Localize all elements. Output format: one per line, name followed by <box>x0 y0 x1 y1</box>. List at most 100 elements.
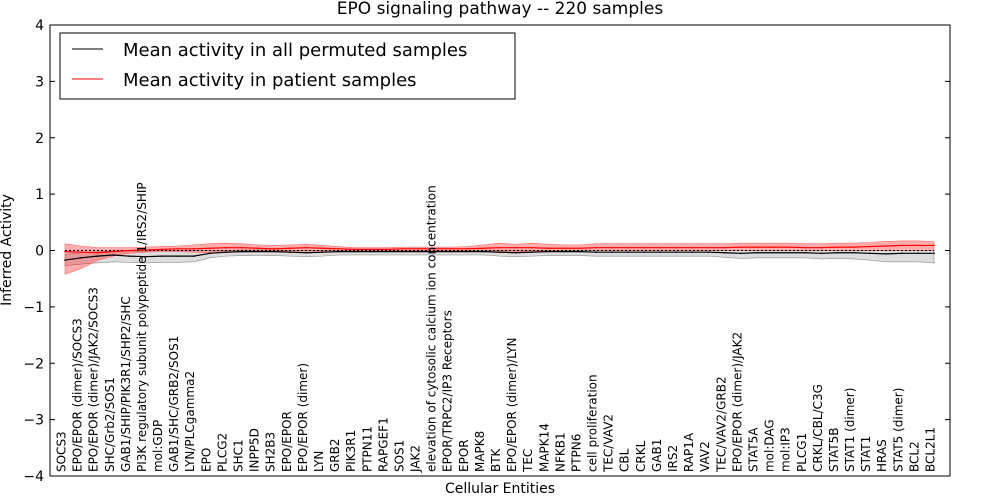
point-patient <box>434 248 436 250</box>
x-tick-label: STAT5A <box>746 427 760 472</box>
point-permuted <box>209 252 211 255</box>
point-patient <box>707 246 710 249</box>
point-permuted <box>852 251 855 254</box>
x-tick-label: PIK3R1 <box>344 430 358 472</box>
x-tick-label: GAB1/SHIP/PIK3R1/SHP2/SHC <box>119 296 133 472</box>
x-tick-label: RAPGEF1 <box>376 417 390 472</box>
point-permuted <box>273 250 276 253</box>
point-patient <box>788 246 790 248</box>
point-patient <box>450 248 453 250</box>
point-patient <box>820 246 823 249</box>
legend: Mean activity in all permuted samples Me… <box>59 32 516 100</box>
x-tick-label: EPO/EPOR (dimer)/LYN <box>505 338 519 472</box>
x-tick-label: MAPK14 <box>537 423 551 472</box>
point-patient <box>611 246 613 249</box>
point-permuted <box>112 254 115 256</box>
point-patient <box>353 248 356 251</box>
x-tick-label: EPO/EPOR (dimer) <box>296 363 310 472</box>
point-permuted <box>884 253 887 255</box>
point-permuted <box>627 251 630 253</box>
point-patient <box>836 246 839 248</box>
x-tick-label: PLCG2 <box>215 433 229 472</box>
x-tick-label: SHC1 <box>232 439 246 472</box>
x-tick-label: mol:DAG <box>763 419 777 472</box>
point-permuted <box>643 251 646 253</box>
point-patient <box>530 246 533 249</box>
x-tick-label: STAT1 <box>859 436 873 472</box>
point-patient <box>917 244 919 247</box>
point-permuted <box>225 251 227 253</box>
x-tick-label: EPO/EPOR (dimer)/JAK2 <box>730 332 744 472</box>
point-patient <box>321 247 324 250</box>
y-tick-label: −3 <box>23 413 44 429</box>
x-tick-label: EPOR <box>457 439 471 472</box>
point-permuted <box>498 251 501 253</box>
point-patient <box>128 249 131 252</box>
plot-frame <box>49 24 951 477</box>
point-permuted <box>176 255 179 257</box>
point-patient <box>225 246 227 249</box>
point-patient <box>144 249 147 251</box>
x-tick-label: HRAS <box>875 439 889 472</box>
point-patient <box>241 246 243 249</box>
point-permuted <box>675 251 678 253</box>
point-patient <box>514 246 517 249</box>
x-tick-label: JAK2 <box>409 445 423 473</box>
point-permuted <box>659 251 662 253</box>
point-permuted <box>337 250 340 253</box>
x-tick-label: CRKL/CBL/C3G <box>811 384 825 472</box>
point-permuted <box>804 251 807 254</box>
point-permuted <box>160 255 163 257</box>
point-permuted <box>611 251 613 253</box>
x-tick-label: TEC/VAV2 <box>602 414 616 473</box>
point-permuted <box>466 250 469 253</box>
x-tick-label: EPO/EPOR (dimer)/SOCS3 <box>71 318 85 472</box>
point-patient <box>192 248 195 250</box>
y-axis-ticks: −4 −3 −2 −1 0 1 2 3 4 <box>23 18 950 485</box>
x-tick-label: mol:IP3 <box>779 427 793 472</box>
x-tick-label: RAP1A <box>682 432 696 472</box>
legend-label-permuted: Mean activity in all permuted samples <box>123 40 467 61</box>
point-patient <box>933 244 935 247</box>
point-permuted <box>450 250 453 253</box>
x-tick-label: STAT5 (dimer) <box>891 388 905 472</box>
y-axis-label: Inferred Activity <box>0 194 15 306</box>
point-permuted <box>514 251 517 254</box>
x-tick-label: elevation of cytosolic calcium ion conce… <box>425 185 439 472</box>
point-patient <box>289 247 292 250</box>
point-permuted <box>64 259 66 261</box>
x-tick-label: BCL2L1 <box>924 427 938 472</box>
y-tick-label: −2 <box>23 356 44 372</box>
point-permuted <box>901 252 903 255</box>
point-patient <box>691 246 694 249</box>
point-patient <box>643 246 646 249</box>
point-permuted <box>546 250 549 253</box>
x-tick-label: CRKL <box>634 440 648 472</box>
point-permuted <box>305 251 308 254</box>
point-permuted <box>820 252 823 255</box>
point-permuted <box>756 251 758 254</box>
point-patient <box>337 248 340 250</box>
y-tick-label: 4 <box>35 18 44 34</box>
point-patient <box>723 246 726 249</box>
point-patient <box>112 250 115 253</box>
x-tick-label: LYN/PLCgamma2 <box>183 371 197 472</box>
x-tick-label: GAB1/SHC/GRB2/SOS1 <box>167 336 181 472</box>
point-patient <box>257 247 259 250</box>
x-tick-label: TEC/VAV2/GRB2 <box>714 376 728 473</box>
point-permuted <box>723 251 726 254</box>
point-permuted <box>691 251 694 253</box>
point-patient <box>579 247 581 250</box>
legend-box <box>59 32 516 100</box>
x-tick-label: PTPN11 <box>360 426 374 472</box>
point-patient <box>804 246 807 249</box>
point-permuted <box>128 255 131 257</box>
point-patient <box>209 247 211 250</box>
y-tick-label: 2 <box>35 131 44 147</box>
point-permuted <box>402 250 404 253</box>
point-patient <box>772 246 774 248</box>
point-permuted <box>595 251 597 253</box>
legend-label-patient: Mean activity in patient samples <box>123 70 417 91</box>
point-permuted <box>289 251 292 253</box>
